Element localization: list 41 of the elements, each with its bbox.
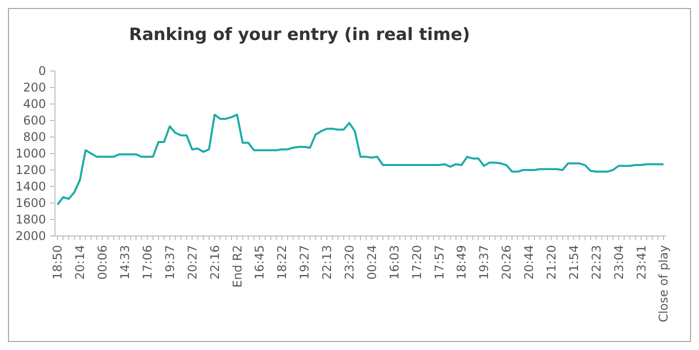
x-tick-label: 17:20 bbox=[410, 245, 424, 280]
x-tick-label: 19:27 bbox=[298, 245, 312, 280]
x-tick-label: 23:04 bbox=[612, 245, 626, 280]
x-tick-label: End R2 bbox=[230, 245, 244, 288]
x-tick-label: 20:27 bbox=[185, 245, 200, 280]
y-tick-label: 1800 bbox=[15, 212, 46, 227]
x-tick-label: 22:13 bbox=[320, 245, 334, 280]
chart-title: Ranking of your entry (in real time) bbox=[128, 25, 470, 45]
y-tick-label: 1600 bbox=[15, 196, 46, 210]
x-tick-label: 14:33 bbox=[118, 245, 132, 280]
x-tick-label: 23:20 bbox=[342, 245, 356, 280]
y-tick-label: 2000 bbox=[15, 229, 46, 244]
y-tick-label: 1200 bbox=[15, 163, 46, 178]
x-tick-label: 20:26 bbox=[500, 245, 514, 280]
x-tick-label: 22:23 bbox=[589, 245, 604, 280]
y-tick-label: 400 bbox=[23, 97, 46, 112]
x-tick-label: 18:50 bbox=[50, 245, 65, 280]
x-tick-label: 17:57 bbox=[432, 245, 446, 280]
y-tick-label: 200 bbox=[23, 80, 46, 95]
x-tick-label: 17:06 bbox=[140, 245, 154, 280]
x-tick-label: 18:22 bbox=[275, 245, 290, 280]
y-tick-label: 600 bbox=[23, 114, 46, 128]
x-tick-label: 16:45 bbox=[252, 245, 267, 280]
x-tick-label: Close of play bbox=[656, 245, 671, 322]
x-tick-label: 20:44 bbox=[522, 245, 536, 280]
x-tick-label: 18:49 bbox=[454, 245, 469, 280]
y-tick-label: 1000 bbox=[15, 146, 46, 161]
x-tick-label: 19:37 bbox=[477, 245, 492, 280]
y-tick-label: 0 bbox=[38, 64, 46, 78]
x-tick-label: 22:16 bbox=[208, 245, 222, 280]
x-tick-label: 20:14 bbox=[73, 245, 88, 280]
y-tick-label: 800 bbox=[23, 130, 46, 144]
x-tick-label: 00:06 bbox=[96, 245, 110, 280]
y-tick-label: 1400 bbox=[15, 180, 46, 194]
x-tick-label: 21:20 bbox=[544, 245, 558, 280]
x-tick-label: 19:37 bbox=[162, 245, 177, 280]
x-tick-label: 00:24 bbox=[364, 245, 379, 280]
x-tick-label: 16:03 bbox=[387, 245, 402, 280]
x-tick-label: 23:41 bbox=[634, 245, 648, 280]
x-tick-label: 21:54 bbox=[566, 245, 581, 280]
line-series bbox=[56, 114, 664, 206]
